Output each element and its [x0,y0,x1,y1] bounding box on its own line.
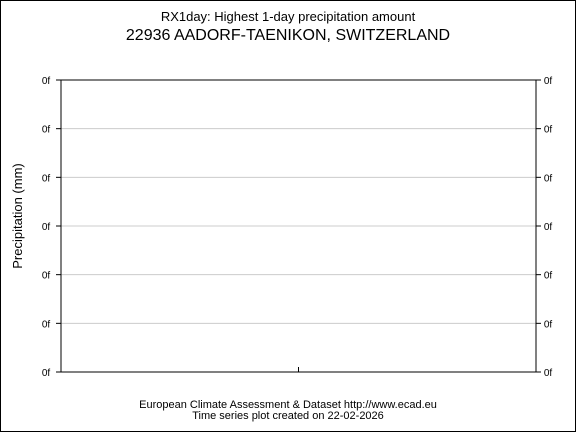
footer-source: European Climate Assessment & Dataset ht… [139,399,437,411]
y-axis-label: Precipitation (mm) [10,163,25,268]
footer-created: Time series plot created on 22-02-2026 [192,410,384,422]
y-tick-label-right: 0f [544,319,553,330]
y-tick-label-left: 0f [42,222,51,233]
y-tick-label-right: 0f [544,368,553,379]
y-tick-label-left: 0f [42,173,51,184]
y-tick-label-left: 0f [42,271,51,282]
chart-title: RX1day: Highest 1-day precipitation amou… [160,9,416,24]
y-tick-label-right: 0f [544,173,553,184]
y-tick-label-right: 0f [544,271,553,282]
y-tick-label-right: 0f [544,125,553,136]
y-axis-ticks: 0f 0f 0f 0f 0f 0f 0f 0f 0f 0f 0f 0f 0f 0f [42,76,553,379]
station-subtitle: 22936 AADORF-TAENIKON, SWITZERLAND [125,27,451,44]
y-tick-label-left: 0f [42,368,51,379]
gridlines [61,128,536,324]
y-tick-label-left: 0f [42,319,51,330]
y-tick-label-left: 0f [42,125,51,136]
y-tick-label-right: 0f [544,222,553,233]
y-tick-label-left: 0f [42,76,51,87]
y-tick-label-right: 0f [544,76,553,87]
